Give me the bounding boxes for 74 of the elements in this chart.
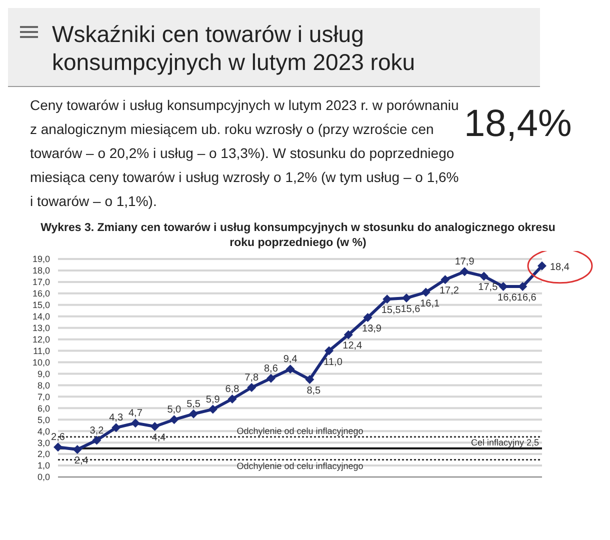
y-tick-label: 16,0 (32, 288, 50, 299)
point (363, 313, 372, 322)
data-label: 17,5 (478, 282, 498, 294)
data-label: 3,2 (90, 425, 104, 436)
point (479, 272, 488, 281)
data-label: 7,8 (244, 372, 259, 384)
y-tick-label: 0,0 (37, 472, 50, 482)
y-tick-label: 4,0 (37, 426, 50, 436)
y-tick-label: 2,0 (37, 449, 50, 460)
y-tick-label: 8,0 (37, 380, 50, 390)
data-label: 9,4 (283, 354, 298, 366)
point (305, 374, 314, 384)
chart-subtitle: Ceny towarów i usług konsumpcyjnych w lutym 2023 r. w porównaniu z analogicznym miesiącem ub. roku wzrosły o (przy wzroście cen towarów – o 20,2% i usług – o 13,3%). W stosunku do poprzedniego miesiąca ceny towarów i usług wzrosły o 1,2% (w tym usług – o 1,6% i towarów – o 1,1%). (30, 96, 460, 211)
data-label: 5,0 (167, 404, 182, 416)
data-label: 13,9 (362, 324, 382, 335)
data-label: 5,9 (206, 394, 220, 406)
y-tick-label: 12,0 (32, 334, 50, 345)
text: 18,4% (464, 103, 572, 147)
data-label: 2,6 (51, 432, 66, 444)
data-label: 11,0 (324, 356, 343, 368)
y-tick-label: 3,0 (37, 438, 50, 448)
point (189, 409, 198, 418)
data-label: 17,2 (439, 286, 460, 297)
ref-line-label: Odchylenie od celu inflacyjnego (236, 461, 364, 472)
data-label: 18,4 (550, 262, 570, 273)
point (324, 346, 334, 356)
y-tick-label: 7,0 (37, 392, 50, 402)
data-label: 4,3 (109, 412, 124, 424)
y-tick-label: 5,0 (37, 414, 50, 425)
y-tick-label: 10,0 (32, 357, 50, 368)
point (228, 394, 237, 404)
data-label: 16,6 (516, 292, 537, 304)
point (344, 330, 353, 340)
point (112, 423, 121, 432)
y-tick-label: 13,0 (32, 323, 50, 334)
ref-line-label: Cel inflacyjny 2,5 (470, 437, 539, 448)
y-tick-label: 11,0 (33, 346, 50, 356)
data-label: 5,5 (186, 398, 201, 410)
data-label: 17,9 (454, 256, 475, 268)
data-label: 6,8 (225, 384, 240, 395)
point (208, 404, 218, 414)
point (286, 364, 295, 374)
point (92, 436, 102, 445)
y-tick-label: 18,0 (32, 266, 50, 276)
point (130, 418, 140, 428)
data-label: 16,1 (420, 298, 440, 310)
data-label: 12,4 (342, 340, 363, 352)
data-label: 8,5 (306, 385, 322, 396)
data-label: 4,7 (128, 408, 143, 420)
text: Wykres 3. Zmiany cen towarów i usług konsumpcyjnych w stosunku do analogicznego okresu roku poprzedniego (w %) (40, 221, 556, 251)
y-tick-label: 17,0 (32, 277, 50, 288)
y-tick-label: 6,0 (37, 403, 50, 414)
point (440, 275, 450, 284)
y-tick-label: 15,0 (32, 300, 50, 310)
y-tick-label: 1,0 (37, 460, 50, 471)
point (72, 444, 82, 454)
point (170, 415, 179, 424)
y-tick-label: 9,0 (37, 368, 50, 379)
data-label: 4,4 (152, 432, 166, 444)
point (266, 374, 276, 383)
y-tick-label: 19,0 (32, 254, 50, 264)
data-label: 15,5 (381, 305, 402, 316)
chart-title: Wskaźniki cen towarów i usług konsumpcyjnych w lutym 2023 roku (52, 20, 416, 76)
ref-line-label: Odchylenie od celu inflacyjnego (236, 426, 364, 436)
data-label: 8,6 (264, 363, 278, 374)
point (54, 442, 62, 452)
point (460, 267, 470, 276)
data-label: 15,6 (400, 304, 421, 316)
point (538, 261, 546, 270)
y-tick-label: 14,0 (32, 312, 50, 322)
data-label: 16,6 (498, 292, 518, 304)
point (150, 422, 160, 432)
point (247, 383, 256, 392)
point (421, 288, 430, 297)
